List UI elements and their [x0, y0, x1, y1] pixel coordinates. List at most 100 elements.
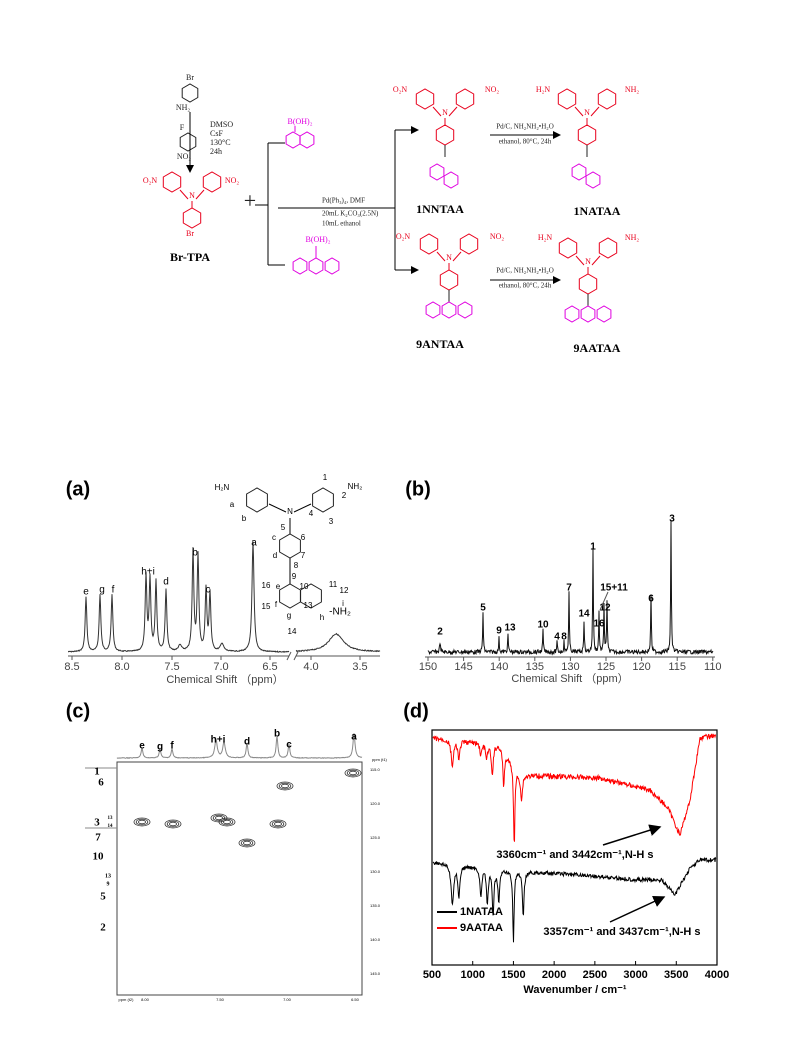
atom-label: c	[272, 533, 276, 542]
panel-label: (a)	[66, 478, 90, 500]
scheme-label: N	[446, 253, 452, 262]
line	[599, 591, 609, 611]
line	[609, 895, 666, 923]
carbon-label: 2	[100, 922, 106, 934]
ring	[429, 163, 445, 181]
peak-label: h+i	[211, 735, 226, 746]
x-tick-label: 3000	[623, 969, 647, 981]
atom-label: 8	[294, 561, 299, 570]
cross-peak	[269, 819, 287, 829]
x-tick-label: 7.50	[216, 997, 225, 1002]
line	[602, 824, 662, 846]
scheme-label: DMSO	[210, 120, 233, 129]
x-tick-label: 120	[632, 661, 650, 673]
scheme-label: O₂N	[396, 232, 411, 241]
ring	[279, 533, 301, 559]
x-tick-label: 7.0	[213, 661, 228, 673]
scheme-label: Pd/C, NH₂NH₂•H₂O	[496, 123, 554, 131]
atom-label: 15	[262, 602, 271, 611]
line	[293, 503, 312, 513]
ring	[182, 207, 202, 229]
ring	[202, 171, 222, 193]
ring	[596, 305, 612, 323]
x-tick-label: 145	[454, 661, 472, 673]
scheme-label: NO₂	[490, 232, 505, 241]
peak-label: g	[99, 585, 105, 596]
scheme-label: Br	[186, 229, 194, 238]
x-tick-label: 130	[561, 661, 579, 673]
peak-label: f	[112, 585, 115, 596]
ring	[577, 124, 597, 146]
x-tick-label: 8.0	[114, 661, 129, 673]
cross-peak	[166, 820, 180, 828]
x-tick-label: 7.00	[283, 997, 292, 1002]
atom-label: N	[287, 507, 293, 516]
x-tick-label: 8.5	[64, 661, 79, 673]
ring	[279, 583, 301, 609]
cross-peak	[168, 821, 177, 827]
peak-label: b	[192, 548, 198, 559]
atom-label: 6	[301, 533, 306, 542]
x-tick-label: 110	[704, 661, 722, 673]
ring	[597, 88, 617, 110]
scheme-label: NO₂	[485, 85, 500, 94]
scheme-label: CsF	[210, 129, 223, 138]
x-tick-label: 140	[490, 661, 508, 673]
cross-peak	[346, 769, 360, 777]
scheme-label: 24h	[210, 147, 222, 156]
ring	[571, 163, 587, 181]
cross-peak	[133, 817, 151, 827]
atom-label: NH₂	[348, 482, 363, 491]
peak-label: 14	[578, 609, 590, 620]
atom-label: b	[242, 514, 247, 523]
peak-label: e	[83, 587, 89, 598]
ring	[415, 88, 435, 110]
x-tick-label: 150	[419, 661, 437, 673]
ir-trace	[432, 856, 717, 943]
scheme-label: B(OH)₂	[305, 235, 330, 244]
scheme-label: B(OH)₂	[287, 117, 312, 126]
atom-label: 4	[309, 509, 314, 518]
line	[286, 651, 292, 661]
ring	[455, 88, 475, 110]
carbon-label: 6	[98, 777, 104, 789]
scheme-label: F	[180, 123, 185, 132]
carbon-label: 3	[94, 817, 100, 829]
ring	[443, 171, 459, 189]
x-tick-label: 500	[423, 969, 441, 981]
compound-name: 1NATAA	[574, 204, 621, 218]
peak-label: 13	[504, 623, 516, 634]
ring	[557, 88, 577, 110]
y-tick-label: 130.0	[370, 869, 381, 874]
peak-label: 16	[593, 619, 605, 630]
scheme-label: N	[585, 257, 591, 266]
ring	[441, 301, 457, 319]
atom-label: f	[275, 600, 278, 609]
scheme-label: NH₂	[176, 103, 191, 112]
peak-label: c	[206, 585, 211, 596]
atom-label: 13	[304, 601, 313, 610]
ring	[162, 171, 182, 193]
x-tick-label: 125	[597, 661, 615, 673]
cross-peak	[137, 819, 146, 825]
line	[574, 106, 584, 117]
cross-peak	[135, 818, 149, 826]
x-tick-label: 8.00	[141, 997, 150, 1002]
legend-label: 9AATAA	[460, 922, 503, 934]
y-tick-label: 135.0	[370, 903, 381, 908]
cross-peak	[280, 783, 289, 789]
scheme-label: NH₂	[625, 85, 640, 94]
atom-label: 1	[323, 473, 328, 482]
scheme-label: +	[244, 188, 256, 213]
peak-label: 15+11	[600, 583, 628, 594]
scheme-label: 10mL ethanol	[322, 220, 361, 228]
ir-frame	[431, 729, 718, 966]
x-axis-label: Chemical Shift （ppm）	[166, 673, 283, 686]
carbon-label: 7	[95, 832, 101, 844]
x-tick-label: 2500	[583, 969, 607, 981]
scheme-label: O₂N	[393, 85, 408, 94]
panel-label: (d)	[403, 700, 429, 722]
legend-label: 1NATAA	[460, 906, 503, 918]
hsqc-frame	[116, 761, 363, 996]
